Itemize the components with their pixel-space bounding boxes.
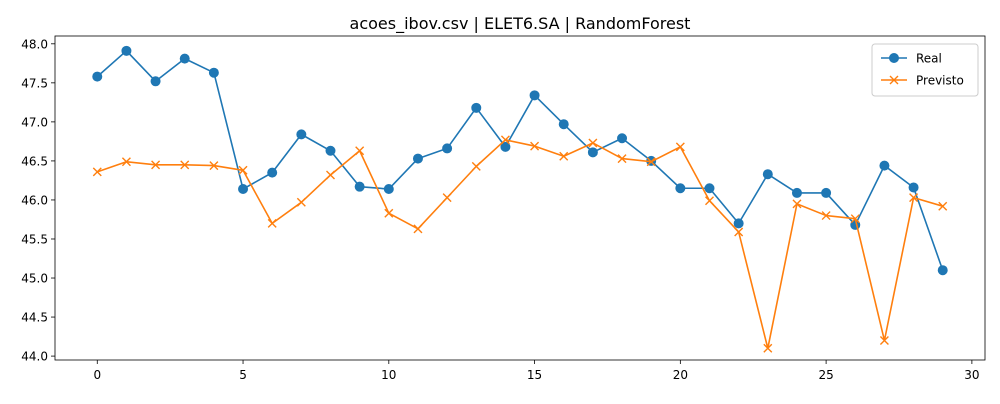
y-tick-label: 45.0 bbox=[21, 272, 48, 286]
y-tick-label: 47.5 bbox=[21, 76, 48, 90]
data-point-previsto bbox=[296, 197, 306, 207]
data-point-real bbox=[150, 76, 161, 87]
data-point-real bbox=[791, 187, 802, 198]
data-point-real bbox=[500, 141, 511, 152]
data-point-previsto bbox=[879, 335, 889, 345]
y-tick-label: 46.5 bbox=[21, 154, 48, 168]
y-tick-label: 46.0 bbox=[21, 193, 48, 207]
data-point-real bbox=[354, 181, 365, 192]
data-point-previsto bbox=[151, 160, 161, 170]
plot-frame bbox=[54, 35, 986, 361]
data-point-real bbox=[238, 184, 249, 195]
series-layer bbox=[92, 45, 948, 353]
y-tick-label: 45.5 bbox=[21, 232, 48, 246]
data-point-previsto bbox=[413, 224, 423, 234]
data-point-real bbox=[208, 67, 219, 78]
data-point-real bbox=[617, 133, 628, 144]
series-real bbox=[92, 45, 948, 276]
series-line-real bbox=[96, 50, 944, 271]
data-point-previsto bbox=[238, 165, 248, 175]
data-point-previsto bbox=[384, 208, 394, 218]
data-point-real bbox=[821, 187, 832, 198]
x-tick-label: 5 bbox=[239, 368, 247, 382]
legend-marker-previsto bbox=[889, 75, 899, 85]
data-point-real bbox=[121, 45, 132, 56]
data-point-real bbox=[937, 265, 948, 276]
data-point-previsto bbox=[209, 161, 219, 171]
data-point-real bbox=[179, 53, 190, 64]
data-point-real bbox=[383, 184, 394, 195]
data-point-real bbox=[587, 147, 598, 158]
y-tick-label: 44.0 bbox=[21, 350, 48, 364]
legend-label-previsto: Previsto bbox=[916, 74, 964, 88]
data-point-real bbox=[529, 90, 540, 101]
data-point-previsto bbox=[559, 151, 569, 161]
chart-title: acoes_ibov.csv | ELET6.SA | RandomForest bbox=[350, 14, 691, 34]
legend-label-real: Real bbox=[916, 52, 942, 66]
data-point-real bbox=[558, 119, 569, 130]
data-point-previsto bbox=[355, 146, 365, 156]
x-tick-label: 25 bbox=[818, 368, 833, 382]
data-point-real bbox=[296, 129, 307, 140]
data-point-previsto bbox=[500, 135, 510, 145]
data-point-previsto bbox=[121, 157, 131, 167]
data-point-previsto bbox=[675, 142, 685, 152]
legend: Real Previsto bbox=[871, 43, 979, 97]
data-point-real bbox=[325, 145, 336, 156]
data-point-real bbox=[762, 169, 773, 180]
data-point-previsto bbox=[705, 196, 714, 206]
data-point-previsto bbox=[734, 227, 744, 237]
data-point-previsto bbox=[763, 343, 773, 353]
data-point-real bbox=[733, 218, 744, 229]
axes: 0 5 10 15 20 25 30 44.0 44.5 45.0 45.5 46.0 46.5 47.0… bbox=[21, 35, 986, 382]
data-point-real bbox=[92, 71, 103, 82]
data-point-previsto bbox=[850, 214, 860, 224]
data-point-previsto bbox=[792, 199, 802, 209]
data-point-previsto bbox=[92, 167, 102, 177]
legend-marker-real bbox=[889, 53, 899, 63]
data-point-previsto bbox=[938, 201, 948, 211]
data-point-previsto bbox=[180, 160, 190, 170]
data-point-real bbox=[908, 182, 919, 193]
data-point-previsto bbox=[909, 193, 919, 203]
data-point-previsto bbox=[471, 161, 481, 171]
data-point-previsto bbox=[530, 141, 540, 151]
data-point-previsto bbox=[442, 193, 452, 203]
data-point-real bbox=[704, 183, 715, 194]
x-tick-label: 30 bbox=[964, 368, 979, 382]
x-tick-label: 15 bbox=[527, 368, 542, 382]
data-point-previsto bbox=[326, 170, 335, 180]
data-point-real bbox=[412, 153, 423, 164]
series-line-previsto bbox=[97, 139, 943, 350]
series-previsto bbox=[92, 135, 948, 353]
data-point-previsto bbox=[646, 157, 656, 167]
data-point-real bbox=[879, 160, 890, 171]
y-tick-label: 47.0 bbox=[21, 115, 48, 129]
y-tick-label: 44.5 bbox=[21, 311, 48, 325]
data-point-previsto bbox=[588, 138, 598, 148]
x-tick-label: 0 bbox=[93, 368, 101, 382]
data-point-real bbox=[267, 167, 278, 178]
data-point-previsto bbox=[821, 211, 831, 221]
x-tick-label: 20 bbox=[673, 368, 688, 382]
data-point-previsto bbox=[617, 154, 627, 164]
data-point-previsto bbox=[267, 218, 277, 228]
data-point-real bbox=[675, 183, 686, 194]
x-tick-label: 10 bbox=[381, 368, 396, 382]
y-tick-label: 48.0 bbox=[21, 37, 48, 51]
data-point-real bbox=[442, 143, 453, 154]
data-point-real bbox=[471, 102, 482, 113]
